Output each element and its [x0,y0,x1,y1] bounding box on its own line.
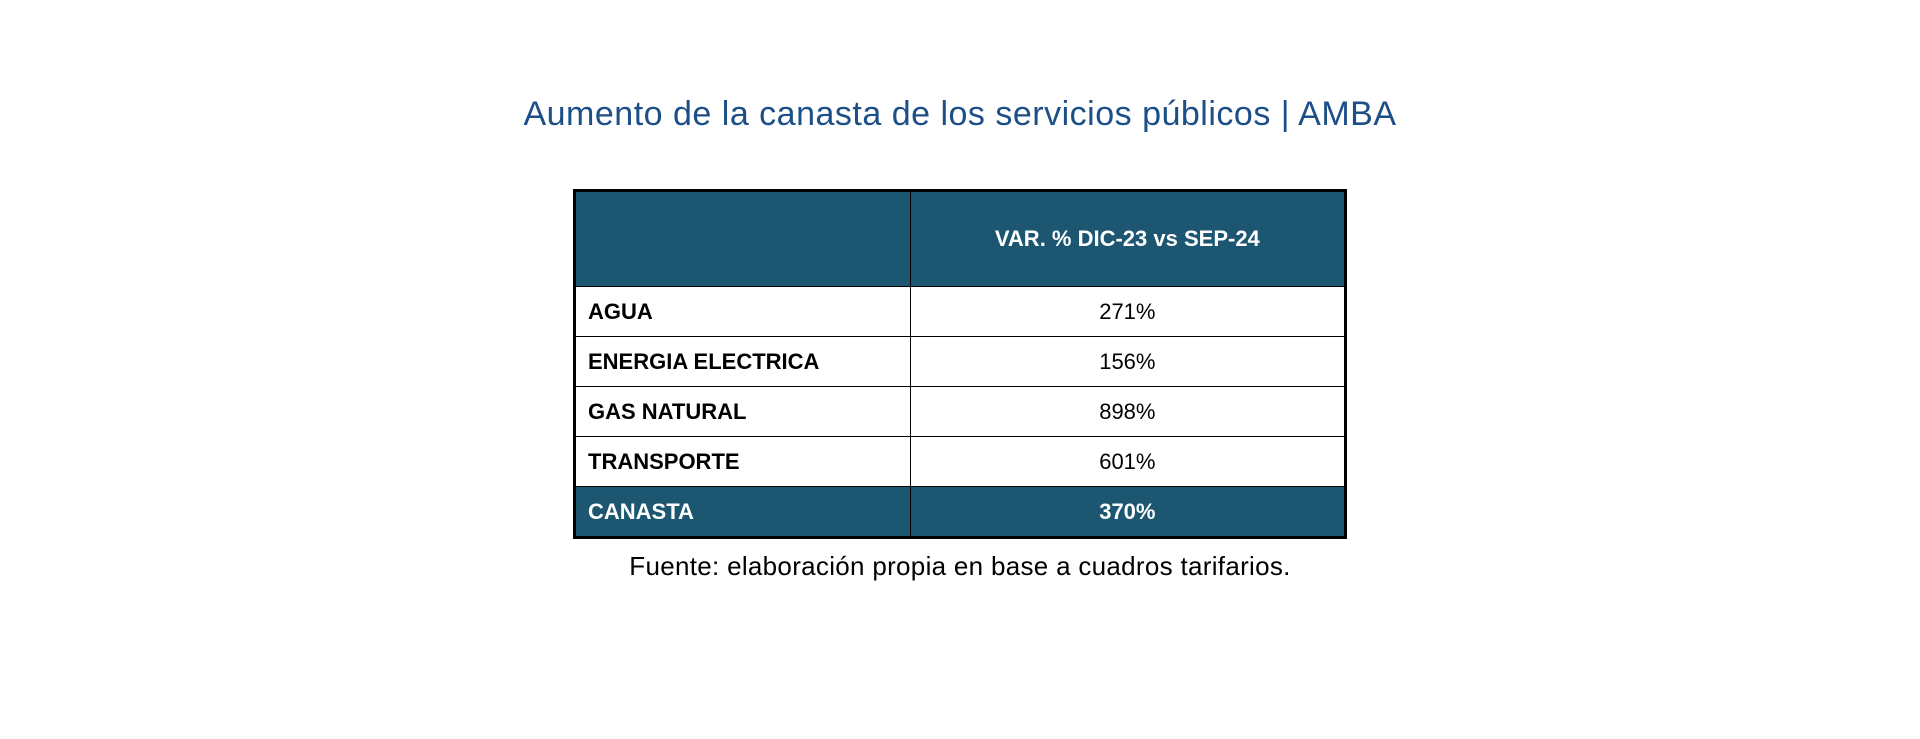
total-label: CANASTA [576,487,911,537]
row-value: 271% [910,287,1344,337]
header-value: VAR. % DIC-23 vs SEP-24 [910,192,1344,287]
row-label: AGUA [576,287,911,337]
chart-title: Aumento de la canasta de los servicios p… [523,95,1396,134]
header-blank [576,192,911,287]
table-row: ENERGIA ELECTRICA 156% [576,337,1345,387]
services-table: VAR. % DIC-23 vs SEP-24 AGUA 271% ENERGI… [575,191,1345,537]
row-label: ENERGIA ELECTRICA [576,337,911,387]
table-row: GAS NATURAL 898% [576,387,1345,437]
table-row: TRANSPORTE 601% [576,437,1345,487]
row-value: 601% [910,437,1344,487]
row-value: 898% [910,387,1344,437]
table-container: VAR. % DIC-23 vs SEP-24 AGUA 271% ENERGI… [573,189,1347,539]
row-value: 156% [910,337,1344,387]
row-label: TRANSPORTE [576,437,911,487]
table-header-row: VAR. % DIC-23 vs SEP-24 [576,192,1345,287]
source-text: Fuente: elaboración propia en base a cua… [629,551,1290,582]
row-label: GAS NATURAL [576,387,911,437]
total-value: 370% [910,487,1344,537]
table-total-row: CANASTA 370% [576,487,1345,537]
table-row: AGUA 271% [576,287,1345,337]
